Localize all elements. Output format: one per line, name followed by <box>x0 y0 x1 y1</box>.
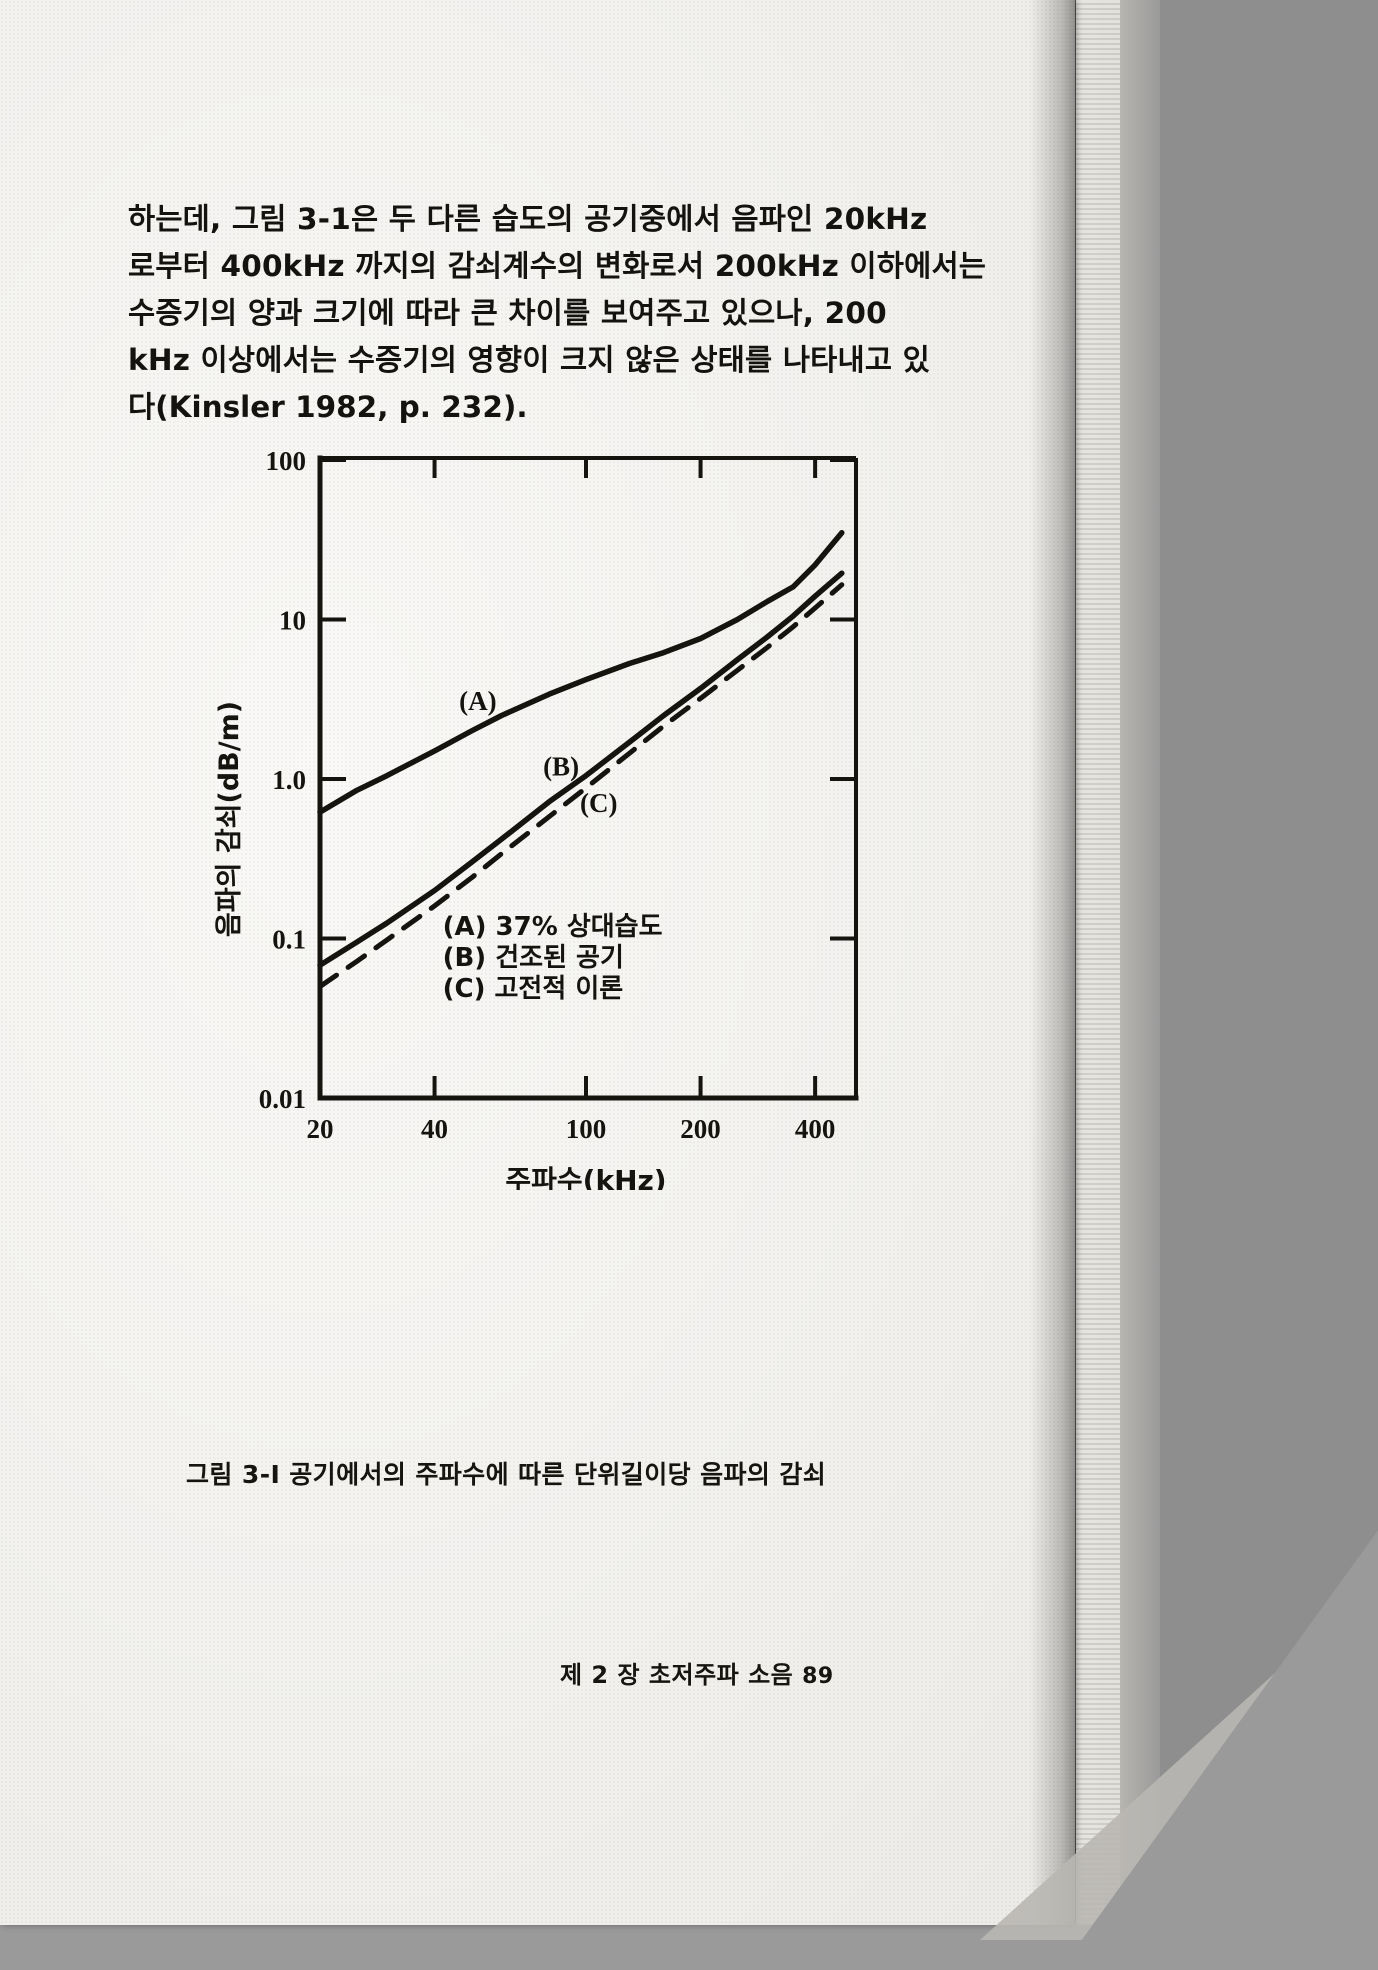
x-axis-title: 주파수(kHz) <box>505 1164 666 1190</box>
chart-series-line <box>317 529 845 815</box>
x-tick-label: 400 <box>795 1114 836 1144</box>
page-footer: 제 2 장 초저주파 소음 89 <box>560 1655 980 1690</box>
paragraph-block: 하는데, 그림 3-1은 두 다른 습도의 공기중에서 음파인 20kHz 로부… <box>128 196 987 431</box>
page-stack-lines <box>1076 0 1120 1925</box>
curve-annotation: (A) <box>459 686 496 716</box>
figure-attenuation-chart: 0.01 0.1 1.0 10 100 20 40 100 200 400 음파의 감쇠(dB/m)… <box>180 430 900 1190</box>
spine-shadow <box>1030 0 1076 1925</box>
footer-chapter-label: 제 2 장 초저주파 소음 <box>560 1661 794 1689</box>
x-tick-label: 20 <box>307 1114 334 1144</box>
paragraph-line-citation: 다(Kinsler 1982, p. 232). <box>128 390 528 424</box>
body-paragraph: 하는데, 그림 3-1은 두 다른 습도의 공기중에서 음파인 20kHz 로부… <box>128 196 987 431</box>
page-surface <box>0 0 1075 1925</box>
y-tick-label: 0.01 <box>259 1084 306 1114</box>
chart-series-line <box>317 582 845 989</box>
paragraph-line: 로부터 400kHz 까지의 감쇠계수의 변화로서 200kHz 이하에서는 <box>128 249 987 283</box>
figure-caption: 그림 3-I 공기에서의 주파수에 따른 단위길이당 음파의 감쇠 <box>186 1460 827 1489</box>
y-tick-label: 10 <box>279 606 306 636</box>
y-tick-label: 100 <box>266 446 307 476</box>
paragraph-line: 수증기의 양과 크기에 따라 큰 차이를 보여주고 있으나, 200 <box>128 296 887 330</box>
chart-series-line <box>317 570 845 968</box>
paragraph-line: 하는데, 그림 3-1은 두 다른 습도의 공기중에서 음파인 20kHz <box>128 202 928 236</box>
y-axis-title: 음파의 감쇠(dB/m) <box>214 701 245 937</box>
y-tick-label: 1.0 <box>272 765 306 795</box>
x-tick-label: 40 <box>421 1114 448 1144</box>
page-number: 89 <box>802 1664 834 1689</box>
document-page: 하는데, 그림 3-1은 두 다른 습도의 공기중에서 음파인 20kHz 로부… <box>0 0 1075 1925</box>
legend-item: (C) 고전적 이론 <box>443 974 624 1004</box>
legend-item: (A) 37% 상대습도 <box>443 912 663 942</box>
y-tick-label: 0.1 <box>272 925 306 955</box>
curve-annotation: (B) <box>543 752 579 782</box>
paragraph-line: kHz 이상에서는 수증기의 영향이 크지 않은 상태를 나타내고 있 <box>128 343 930 377</box>
curve-annotation: (C) <box>580 788 617 818</box>
x-tick-label: 100 <box>566 1114 607 1144</box>
chart-canvas: 0.01 0.1 1.0 10 100 20 40 100 200 400 음파의 감쇠(dB/m)… <box>214 446 859 1190</box>
x-tick-label: 200 <box>680 1114 721 1144</box>
legend-item: (B) 건조된 공기 <box>443 943 624 973</box>
